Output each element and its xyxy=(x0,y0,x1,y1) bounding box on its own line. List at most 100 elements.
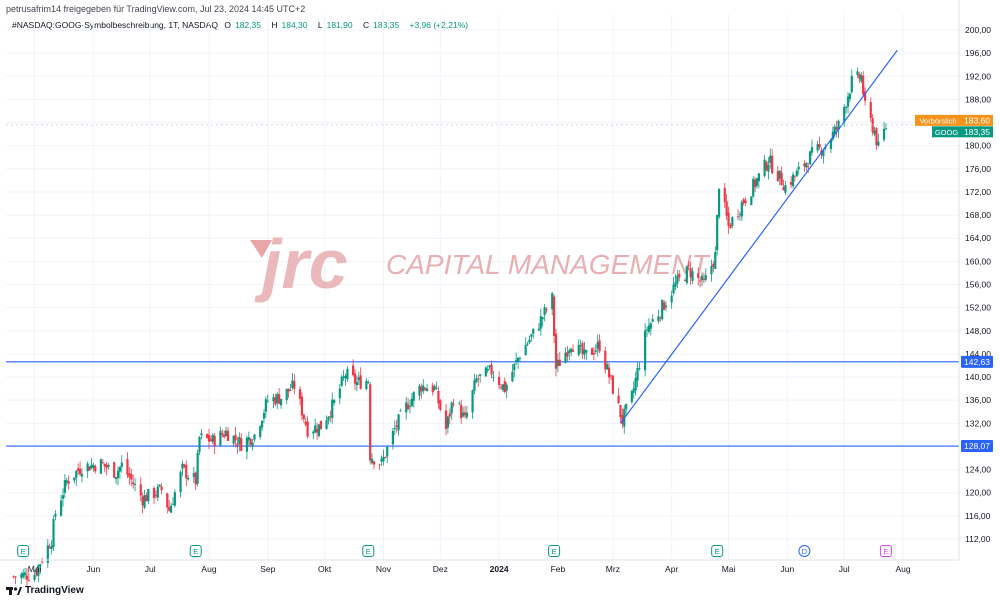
y-tick-label: 168,00 xyxy=(965,210,991,220)
candle xyxy=(209,435,212,442)
candle xyxy=(463,405,467,419)
candle xyxy=(499,383,503,390)
candle xyxy=(528,335,531,345)
candle xyxy=(816,140,819,154)
candle xyxy=(676,270,679,288)
candle xyxy=(558,351,561,367)
candle xyxy=(168,499,171,512)
candle xyxy=(486,365,489,374)
candle xyxy=(141,492,144,514)
y-tick-label: 160,00 xyxy=(965,256,991,266)
candle xyxy=(192,466,195,483)
candle xyxy=(607,362,611,385)
open-label: O xyxy=(224,20,231,30)
candle xyxy=(858,71,861,83)
candle xyxy=(822,148,825,164)
candle xyxy=(791,171,795,189)
candle xyxy=(596,334,599,357)
candle xyxy=(697,267,700,286)
candle xyxy=(52,515,55,552)
candle xyxy=(103,463,106,473)
candle xyxy=(386,445,389,463)
candle xyxy=(805,162,808,172)
candle xyxy=(306,416,309,439)
candle xyxy=(744,197,747,207)
earnings-marker[interactable]: E xyxy=(189,545,202,557)
candle xyxy=(757,172,760,189)
candle xyxy=(518,356,522,362)
candle xyxy=(776,165,779,182)
dividend-marker[interactable]: D xyxy=(798,545,811,557)
candle xyxy=(479,373,482,383)
candle xyxy=(793,175,797,182)
premarket-name: Vorbörslich xyxy=(919,116,956,125)
candle xyxy=(395,419,398,433)
earnings-marker[interactable]: E xyxy=(362,545,375,557)
earnings-marker[interactable]: E xyxy=(17,545,30,557)
y-tick-label: 196,00 xyxy=(965,48,991,58)
candle xyxy=(253,433,256,443)
premarket-price-tag xyxy=(961,114,993,126)
candle xyxy=(133,477,137,492)
candle xyxy=(714,246,717,270)
candle xyxy=(132,474,135,489)
candle xyxy=(166,492,169,514)
candle xyxy=(92,462,95,472)
symbol-description[interactable]: #NASDAQ:GOOG·Symbolbeschreibung, 1T, NAS… xyxy=(12,20,218,30)
candle xyxy=(638,361,641,371)
candle xyxy=(224,426,228,437)
support-trendline[interactable] xyxy=(619,49,898,424)
candle xyxy=(302,413,305,423)
candle xyxy=(877,133,880,147)
candle xyxy=(50,540,53,555)
candle xyxy=(359,367,362,390)
candle xyxy=(537,323,541,332)
y-tick-label: 112,00 xyxy=(965,534,991,544)
x-tick-label: Dez xyxy=(433,564,448,574)
candle xyxy=(211,432,214,445)
candle xyxy=(154,490,158,499)
y-tick-label: 156,00 xyxy=(965,280,991,290)
earnings-marker[interactable]: E xyxy=(711,545,724,557)
candle xyxy=(513,363,516,378)
premarket-name-tag xyxy=(915,114,961,126)
low-value: 181,90 xyxy=(326,20,353,30)
candle xyxy=(723,183,726,209)
candle xyxy=(795,168,798,177)
time-axis[interactable]: Mai Jun Jul Aug Sep Okt Nov Dez 2024 Feb Mrz Apr Mai… xyxy=(0,559,959,574)
candle xyxy=(54,510,57,521)
candle xyxy=(78,461,82,477)
candle xyxy=(346,366,349,382)
candle xyxy=(369,382,372,465)
candle xyxy=(357,371,360,386)
candle xyxy=(645,326,649,337)
tradingview-branding[interactable]: TradingView xyxy=(6,585,84,596)
event-marker-label: E xyxy=(883,547,888,556)
earnings-marker[interactable]: E xyxy=(548,545,561,557)
horizontal-levels[interactable] xyxy=(6,361,959,447)
candle xyxy=(617,387,620,405)
candle xyxy=(399,408,402,412)
ohlc-legend: #NASDAQ:GOOG·Symbolbeschreibung, 1T, NAS… xyxy=(12,20,472,30)
candle xyxy=(260,420,264,431)
candle xyxy=(649,321,652,336)
candle xyxy=(279,398,283,409)
candle xyxy=(314,418,317,434)
jrc-watermark: jrc CAPITAL MANAGEMENT xyxy=(250,225,710,303)
price-axis[interactable]: 200,00196,00192,00188,00184,00180,00176,… xyxy=(958,0,991,560)
candle xyxy=(431,382,434,396)
candle xyxy=(511,364,514,383)
candle xyxy=(264,396,267,418)
candle xyxy=(524,337,527,356)
watermark-logo-mark xyxy=(250,240,272,258)
candle xyxy=(484,366,487,377)
y-tick-label: 120,00 xyxy=(965,488,991,498)
earnings-marker[interactable]: E xyxy=(879,545,892,557)
candle xyxy=(670,290,673,309)
candle xyxy=(247,431,250,447)
candle xyxy=(143,489,146,510)
candle xyxy=(319,420,322,430)
trendline[interactable] xyxy=(619,49,898,424)
event-marker-label: E xyxy=(715,547,720,556)
